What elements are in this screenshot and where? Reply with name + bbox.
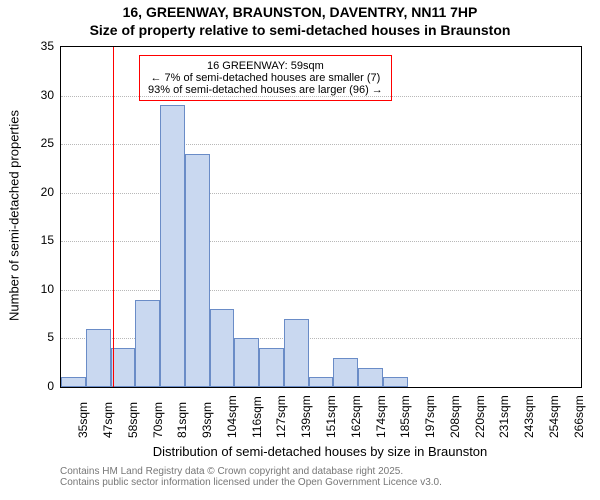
x-tick-label: 208sqm <box>448 378 462 438</box>
chart-title-line2: Size of property relative to semi-detach… <box>0 20 600 38</box>
x-tick-label: 58sqm <box>126 378 140 438</box>
y-tick-label: 15 <box>24 233 54 247</box>
histogram-bar <box>160 105 185 387</box>
x-axis-label: Distribution of semi-detached houses by … <box>60 444 580 459</box>
plot-area: 16 GREENWAY: 59sqm← 7% of semi-detached … <box>60 46 582 388</box>
x-tick-label: 220sqm <box>473 378 487 438</box>
x-tick-label: 104sqm <box>225 378 239 438</box>
gridline <box>61 241 581 242</box>
gridline <box>61 96 581 97</box>
chart-container: { "title": { "line1": "16, GREENWAY, BRA… <box>0 0 600 500</box>
gridline <box>61 290 581 291</box>
x-tick-label: 81sqm <box>175 378 189 438</box>
x-tick-label: 127sqm <box>274 378 288 438</box>
chart-title-line1: 16, GREENWAY, BRAUNSTON, DAVENTRY, NN11 … <box>0 0 600 20</box>
x-tick-label: 70sqm <box>151 378 165 438</box>
footer: Contains HM Land Registry data © Crown c… <box>60 466 442 488</box>
annotation-line: ← 7% of semi-detached houses are smaller… <box>148 72 383 84</box>
y-tick-label: 35 <box>24 39 54 53</box>
y-tick-label: 10 <box>24 282 54 296</box>
histogram-bar <box>185 154 210 387</box>
gridline <box>61 144 581 145</box>
y-tick-label: 0 <box>24 379 54 393</box>
x-tick-label: 185sqm <box>398 378 412 438</box>
x-tick-label: 151sqm <box>324 378 338 438</box>
annotation-box: 16 GREENWAY: 59sqm← 7% of semi-detached … <box>139 55 392 101</box>
y-tick-label: 25 <box>24 136 54 150</box>
gridline <box>61 193 581 194</box>
y-axis-label: Number of semi-detached properties <box>7 66 22 366</box>
footer-line: Contains public sector information licen… <box>60 477 442 488</box>
x-tick-label: 93sqm <box>200 378 214 438</box>
y-tick-label: 20 <box>24 185 54 199</box>
annotation-line: 16 GREENWAY: 59sqm <box>148 60 383 72</box>
x-tick-label: 254sqm <box>547 378 561 438</box>
y-tick-label: 30 <box>24 88 54 102</box>
x-tick-label: 231sqm <box>497 378 511 438</box>
x-tick-label: 243sqm <box>522 378 536 438</box>
x-tick-label: 35sqm <box>76 378 90 438</box>
annotation-line: 93% of semi-detached houses are larger (… <box>148 84 383 96</box>
y-tick-label: 5 <box>24 330 54 344</box>
x-tick-label: 266sqm <box>572 378 586 438</box>
x-tick-label: 116sqm <box>250 378 264 438</box>
x-tick-label: 197sqm <box>423 378 437 438</box>
x-tick-label: 139sqm <box>299 378 313 438</box>
x-tick-label: 162sqm <box>349 378 363 438</box>
reference-line <box>113 47 114 387</box>
histogram-bar <box>210 309 235 387</box>
histogram-bar <box>135 300 160 387</box>
x-tick-label: 47sqm <box>101 378 115 438</box>
x-tick-label: 174sqm <box>374 378 388 438</box>
footer-line: Contains HM Land Registry data © Crown c… <box>60 466 442 477</box>
histogram-bar <box>284 319 309 387</box>
